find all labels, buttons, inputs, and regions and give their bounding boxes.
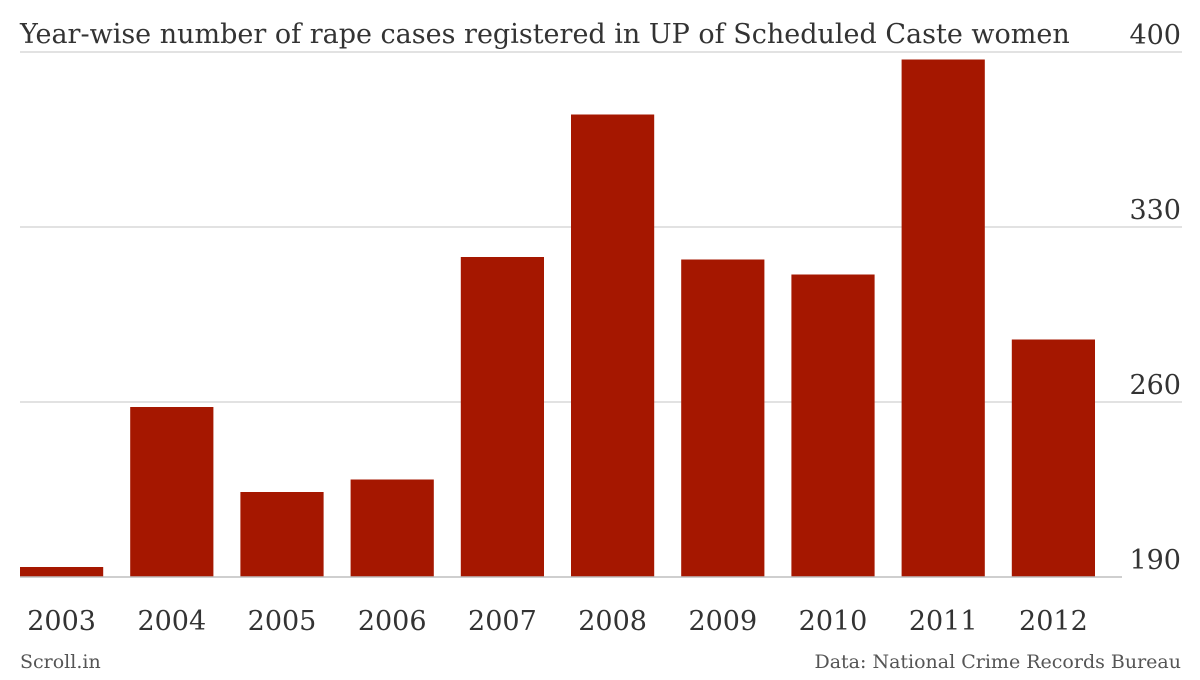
y-tick-label: 260 — [1129, 370, 1181, 401]
source-left: Scroll.in — [20, 651, 101, 673]
y-tick-label: 190 — [1129, 545, 1181, 576]
bar-2011 — [901, 59, 985, 577]
chart-title: Year-wise number of rape cases registere… — [19, 19, 1070, 50]
x-tick-label: 2010 — [799, 606, 868, 637]
x-tick-label: 2004 — [137, 606, 206, 637]
x-tick-label: 2003 — [27, 606, 96, 637]
bar-2008 — [571, 114, 655, 577]
bars — [20, 59, 1096, 577]
x-tick-label: 2005 — [248, 606, 317, 637]
bar-2007 — [460, 257, 545, 577]
bar-2012 — [1011, 339, 1096, 577]
x-tick-label: 2008 — [578, 606, 647, 637]
y-axis-ticks: 190 260 330 400 — [1129, 20, 1181, 576]
bar-2010 — [791, 274, 875, 577]
source-right: Data: National Crime Records Bureau — [814, 651, 1181, 673]
x-tick-label: 2007 — [468, 606, 537, 637]
x-axis-ticks: 2003 2004 2005 2006 2007 2008 2009 2010 2011 2012 — [27, 606, 1088, 637]
x-tick-label: 2009 — [688, 606, 757, 637]
y-tick-label: 330 — [1129, 195, 1181, 226]
bar-2004 — [130, 407, 214, 577]
y-tick-label: 400 — [1129, 20, 1181, 51]
x-tick-label: 2011 — [909, 606, 978, 637]
bar-2009 — [681, 259, 765, 577]
bar-2003 — [20, 567, 104, 577]
bar-2005 — [240, 492, 324, 577]
bar-2006 — [350, 479, 434, 577]
x-tick-label: 2006 — [358, 606, 427, 637]
x-tick-label: 2012 — [1019, 606, 1088, 637]
